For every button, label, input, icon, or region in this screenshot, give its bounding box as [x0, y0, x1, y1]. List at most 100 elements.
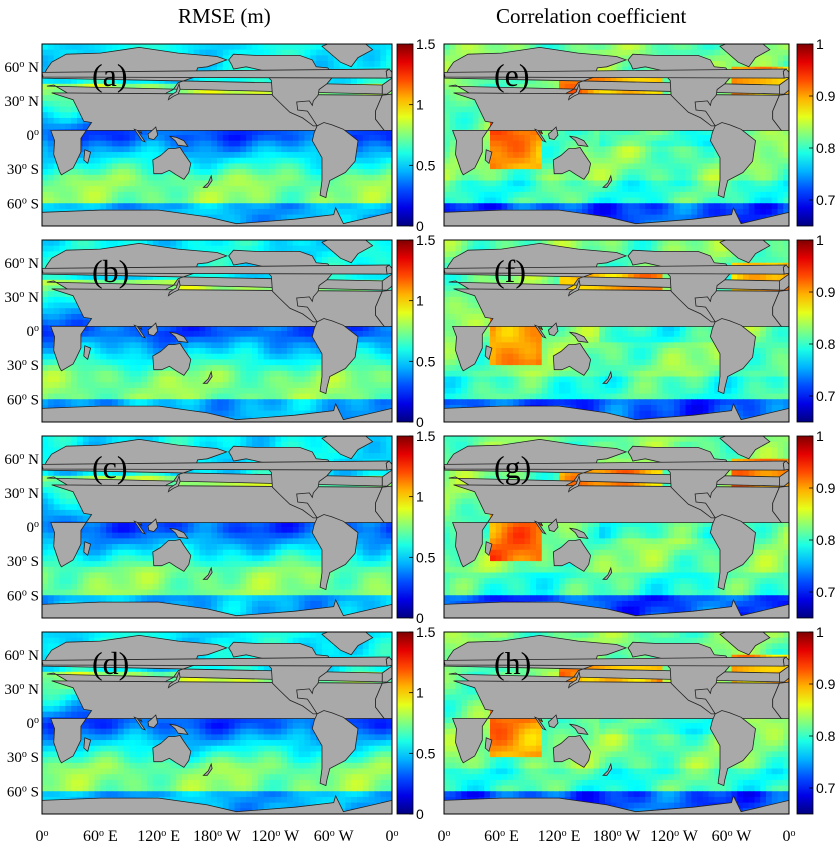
- heat-cell: [298, 203, 306, 210]
- heat-cell: [257, 214, 265, 221]
- heat-cell: [310, 140, 317, 147]
- heat-cell: [292, 325, 300, 332]
- heat-cell: [374, 169, 381, 176]
- heat-cell: [211, 393, 218, 400]
- heat-cell: [368, 376, 376, 383]
- heat-cell: [182, 441, 189, 448]
- heat-cell: [374, 370, 381, 378]
- heat-cell: [386, 348, 392, 355]
- heat-cell: [222, 359, 230, 366]
- heat-cell: [386, 353, 392, 361]
- heat-cell: [100, 521, 107, 528]
- heat-cell: [362, 61, 370, 68]
- heat-cell: [228, 365, 236, 372]
- heat-cell: [257, 245, 265, 252]
- heat-cell: [246, 481, 253, 488]
- heat-cell: [333, 257, 341, 264]
- heat-cell: [100, 532, 107, 539]
- heat-cell: [42, 49, 49, 56]
- heat-cell: [59, 370, 66, 378]
- heat-cell: [117, 370, 125, 378]
- heat-cell: [42, 487, 49, 494]
- heat-cell: [65, 44, 72, 51]
- heat-cell: [374, 342, 381, 349]
- heat-cell: [357, 191, 364, 199]
- heat-cell: [240, 262, 247, 270]
- heat-cell: [380, 251, 387, 258]
- heat-cell: [316, 359, 323, 366]
- heat-cell: [193, 174, 201, 182]
- heat-cell: [263, 169, 271, 176]
- heat-cell: [187, 89, 195, 96]
- heat-cell: [252, 135, 259, 142]
- heat-cell: [205, 359, 212, 366]
- heat-cell: [117, 365, 125, 372]
- heat-cell: [362, 203, 370, 210]
- heat-cell: [129, 279, 136, 287]
- heat-cell: [193, 203, 201, 210]
- heat-cell: [275, 404, 282, 412]
- heat-cell: [176, 527, 183, 534]
- heat-cell: [117, 527, 125, 534]
- heat-cell: [228, 146, 236, 153]
- heat-cell: [281, 157, 288, 165]
- heat-cell: [362, 174, 370, 182]
- heat-cell: [281, 44, 288, 51]
- heat-cell: [42, 140, 49, 147]
- heat-cell: [339, 393, 346, 400]
- heat-cell: [222, 152, 230, 159]
- heat-cell: [47, 342, 55, 349]
- heat-cell: [228, 336, 236, 343]
- heat-cell: [287, 331, 294, 338]
- heat-cell: [47, 106, 55, 113]
- heat-cell: [182, 376, 189, 383]
- heat-cell: [333, 370, 341, 378]
- heat-cell: [386, 152, 392, 159]
- heat-cell: [205, 140, 212, 147]
- heat-cell: [182, 129, 189, 136]
- heat-cell: [263, 325, 271, 332]
- heat-cell: [199, 441, 206, 448]
- heat-cell: [380, 532, 387, 539]
- heat-cell: [65, 393, 72, 400]
- lat-tick-label: 60o S: [7, 391, 39, 409]
- heat-cell: [217, 370, 224, 378]
- heat-cell: [240, 331, 247, 338]
- heat-cell: [117, 146, 125, 153]
- heat-cell: [222, 49, 230, 56]
- heat-cell: [310, 436, 317, 443]
- heat-cell: [141, 83, 148, 91]
- heat-cell: [88, 532, 96, 539]
- heat-cell: [287, 180, 294, 187]
- heat-cell: [357, 180, 364, 187]
- heat-cell: [287, 404, 294, 412]
- heat-cell: [386, 135, 392, 142]
- heat-cell: [228, 436, 236, 443]
- heat-cell: [357, 376, 364, 383]
- heat-cell: [94, 521, 101, 528]
- heat-cell: [310, 336, 317, 343]
- heat-cell: [386, 49, 392, 56]
- heat-cell: [158, 336, 166, 343]
- heat-cell: [362, 135, 370, 142]
- heat-cell: [199, 527, 206, 534]
- heat-cell: [275, 163, 282, 170]
- heat-cell: [117, 78, 125, 85]
- heat-cell: [152, 336, 160, 343]
- rmse-column-title: RMSE (m): [178, 4, 271, 28]
- heat-cell: [205, 436, 212, 443]
- heat-cell: [310, 370, 317, 378]
- heat-cell: [228, 353, 236, 361]
- heat-cell: [368, 257, 376, 264]
- heat-cell: [65, 382, 72, 389]
- heat-cell: [65, 504, 72, 511]
- heat-cell: [205, 441, 212, 448]
- heat-cell: [42, 376, 49, 383]
- heat-cell: [269, 353, 276, 361]
- heat-cell: [281, 527, 288, 534]
- heat-cell: [368, 146, 376, 153]
- heat-cell: [362, 163, 370, 170]
- heat-cell: [193, 382, 201, 389]
- heat-cell: [53, 191, 61, 199]
- heat-cell: [152, 197, 160, 204]
